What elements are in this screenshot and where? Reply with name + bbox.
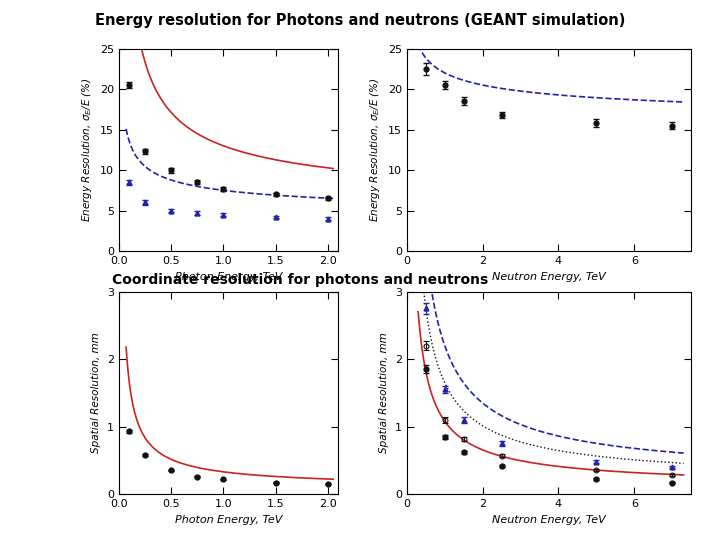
Text: Coordinate resolution for photons and neutrons: Coordinate resolution for photons and ne…	[112, 273, 488, 287]
Text: Energy resolution for Photons and neutrons (GEANT simulation): Energy resolution for Photons and neutro…	[95, 14, 625, 29]
Y-axis label: Energy Resolution, $\sigma_E$/E (%): Energy Resolution, $\sigma_E$/E (%)	[368, 77, 382, 222]
X-axis label: Neutron Energy, TeV: Neutron Energy, TeV	[492, 272, 606, 281]
X-axis label: Neutron Energy, TeV: Neutron Energy, TeV	[492, 515, 606, 524]
Y-axis label: Energy Resolution, $\sigma_E$/E (%): Energy Resolution, $\sigma_E$/E (%)	[80, 77, 94, 222]
Y-axis label: Spatial Resolution, mm: Spatial Resolution, mm	[379, 333, 390, 453]
X-axis label: Photon Energy, TeV: Photon Energy, TeV	[175, 272, 282, 281]
Y-axis label: Spatial Resolution, mm: Spatial Resolution, mm	[91, 333, 102, 453]
X-axis label: Photon Energy, TeV: Photon Energy, TeV	[175, 515, 282, 524]
